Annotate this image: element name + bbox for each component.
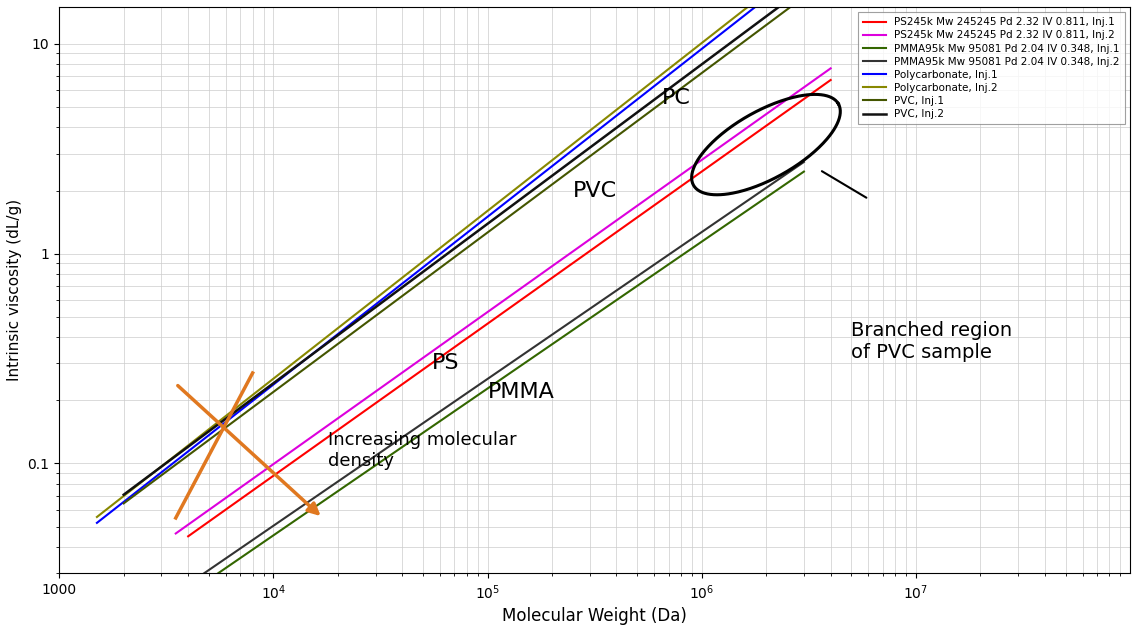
- PS245k Mw 245245 Pd 2.32 IV 0.811, Inj.2: [382, 378, 396, 386]
- PS245k Mw 245245 Pd 2.32 IV 0.811, Inj.2: [824, 64, 838, 72]
- Polycarbonate, Inj.1: [426, 255, 440, 263]
- PMMA95k Mw 95081 Pd 2.04 IV 0.348, Inj.1: [617, 291, 631, 299]
- PVC, Inj.2: [117, 491, 131, 499]
- Text: PS: PS: [432, 353, 459, 374]
- Line: PVC, Inj.2: PVC, Inj.2: [124, 0, 916, 495]
- Line: PS245k Mw 245245 Pd 2.32 IV 0.811, Inj.2: PS245k Mw 245245 Pd 2.32 IV 0.811, Inj.2: [176, 68, 831, 533]
- PS245k Mw 245245 Pd 2.32 IV 0.811, Inj.1: [586, 245, 599, 253]
- PVC, Inj.2: [375, 299, 389, 307]
- Polycarbonate, Inj.2: [499, 193, 513, 200]
- PVC, Inj.2: [213, 420, 226, 427]
- Line: PS245k Mw 245245 Pd 2.32 IV 0.811, Inj.1: PS245k Mw 245245 Pd 2.32 IV 0.811, Inj.1: [188, 80, 831, 537]
- PMMA95k Mw 95081 Pd 2.04 IV 0.348, Inj.1: [352, 473, 366, 480]
- Text: Increasing molecular
density: Increasing molecular density: [329, 432, 516, 470]
- Legend: PS245k Mw 245245 Pd 2.32 IV 0.811, Inj.1, PS245k Mw 245245 Pd 2.32 IV 0.811, Inj: PS245k Mw 245245 Pd 2.32 IV 0.811, Inj.1…: [857, 12, 1124, 125]
- PMMA95k Mw 95081 Pd 2.04 IV 0.348, Inj.2: [399, 431, 413, 439]
- PS245k Mw 245245 Pd 2.32 IV 0.811, Inj.1: [181, 533, 194, 540]
- Polycarbonate, Inj.2: [426, 250, 440, 257]
- Polycarbonate, Inj.2: [740, 4, 754, 11]
- PS245k Mw 245245 Pd 2.32 IV 0.811, Inj.2: [169, 530, 183, 537]
- PVC, Inj.1: [117, 499, 131, 507]
- PVC, Inj.1: [213, 428, 226, 436]
- Line: PVC, Inj.1: PVC, Inj.1: [124, 0, 916, 503]
- Polycarbonate, Inj.2: [215, 416, 229, 423]
- PS245k Mw 245245 Pd 2.32 IV 0.811, Inj.1: [648, 201, 662, 209]
- PVC, Inj.1: [692, 71, 706, 78]
- Line: PMMA95k Mw 95081 Pd 2.04 IV 0.348, Inj.1: PMMA95k Mw 95081 Pd 2.04 IV 0.348, Inj.1: [144, 171, 804, 624]
- PVC, Inj.1: [615, 128, 629, 136]
- PS245k Mw 245245 Pd 2.32 IV 0.811, Inj.2: [641, 194, 655, 202]
- PVC, Inj.2: [692, 62, 706, 70]
- PMMA95k Mw 95081 Pd 2.04 IV 0.348, Inj.1: [614, 294, 628, 301]
- PMMA95k Mw 95081 Pd 2.04 IV 0.348, Inj.2: [553, 326, 566, 334]
- PMMA95k Mw 95081 Pd 2.04 IV 0.348, Inj.2: [217, 556, 231, 564]
- Line: PMMA95k Mw 95081 Pd 2.04 IV 0.348, Inj.2: PMMA95k Mw 95081 Pd 2.04 IV 0.348, Inj.2: [144, 162, 804, 614]
- Polycarbonate, Inj.1: [740, 9, 754, 17]
- PMMA95k Mw 95081 Pd 2.04 IV 0.348, Inj.1: [399, 441, 413, 449]
- PMMA95k Mw 95081 Pd 2.04 IV 0.348, Inj.1: [553, 336, 566, 343]
- X-axis label: Molecular Weight (Da): Molecular Weight (Da): [503, 607, 687, 625]
- PMMA95k Mw 95081 Pd 2.04 IV 0.348, Inj.2: [138, 611, 151, 618]
- PMMA95k Mw 95081 Pd 2.04 IV 0.348, Inj.2: [614, 284, 628, 291]
- PS245k Mw 245245 Pd 2.32 IV 0.811, Inj.1: [645, 203, 658, 210]
- Line: Polycarbonate, Inj.1: Polycarbonate, Inj.1: [97, 0, 1130, 523]
- PMMA95k Mw 95081 Pd 2.04 IV 0.348, Inj.1: [797, 167, 811, 175]
- PVC, Inj.1: [375, 307, 389, 315]
- PVC, Inj.1: [689, 74, 703, 82]
- PVC, Inj.1: [431, 266, 445, 274]
- PMMA95k Mw 95081 Pd 2.04 IV 0.348, Inj.2: [352, 463, 366, 471]
- PMMA95k Mw 95081 Pd 2.04 IV 0.348, Inj.2: [617, 282, 631, 289]
- PMMA95k Mw 95081 Pd 2.04 IV 0.348, Inj.1: [138, 620, 151, 628]
- Text: PC: PC: [662, 88, 690, 108]
- Text: Branched region
of PVC sample: Branched region of PVC sample: [852, 321, 1013, 362]
- PMMA95k Mw 95081 Pd 2.04 IV 0.348, Inj.1: [217, 566, 231, 573]
- PS245k Mw 245245 Pd 2.32 IV 0.811, Inj.2: [429, 346, 442, 353]
- PS245k Mw 245245 Pd 2.32 IV 0.811, Inj.2: [248, 474, 262, 482]
- PS245k Mw 245245 Pd 2.32 IV 0.811, Inj.2: [581, 237, 595, 245]
- Text: PMMA: PMMA: [488, 382, 555, 402]
- PS245k Mw 245245 Pd 2.32 IV 0.811, Inj.1: [824, 76, 838, 84]
- PS245k Mw 245245 Pd 2.32 IV 0.811, Inj.1: [391, 384, 405, 391]
- PVC, Inj.2: [431, 257, 445, 265]
- Line: Polycarbonate, Inj.2: Polycarbonate, Inj.2: [97, 0, 1130, 517]
- PS245k Mw 245245 Pd 2.32 IV 0.811, Inj.1: [435, 352, 449, 360]
- Text: PVC: PVC: [573, 181, 617, 200]
- PVC, Inj.2: [615, 120, 629, 128]
- Polycarbonate, Inj.1: [90, 519, 103, 526]
- Polycarbonate, Inj.2: [90, 513, 103, 521]
- PS245k Mw 245245 Pd 2.32 IV 0.811, Inj.1: [258, 478, 272, 485]
- Polycarbonate, Inj.1: [499, 198, 513, 206]
- PVC, Inj.2: [689, 65, 703, 73]
- Polycarbonate, Inj.1: [215, 422, 229, 429]
- PS245k Mw 245245 Pd 2.32 IV 0.811, Inj.2: [645, 191, 658, 199]
- PMMA95k Mw 95081 Pd 2.04 IV 0.348, Inj.2: [797, 158, 811, 166]
- Y-axis label: Intrinsic viscosity (dL/g): Intrinsic viscosity (dL/g): [7, 199, 22, 381]
